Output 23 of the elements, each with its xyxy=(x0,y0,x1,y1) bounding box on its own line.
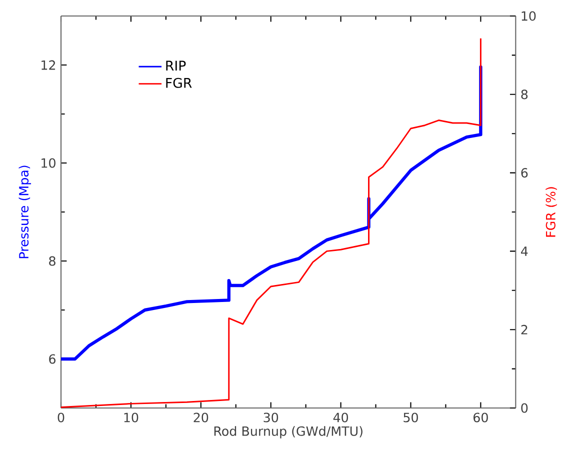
y-axis-title: Pressure (Mpa) xyxy=(18,166,32,258)
y2-tick-label: 2 xyxy=(521,324,528,334)
line-series xyxy=(61,38,482,408)
x-tick-label: 30 xyxy=(264,412,278,422)
y2-tick-label: 10 xyxy=(522,11,536,21)
x-tick-label: 0 xyxy=(58,412,64,422)
y2-tick-label: 4 xyxy=(521,246,528,256)
y-tick-label: 8 xyxy=(49,256,56,266)
x-tick-label: 20 xyxy=(194,412,208,422)
x-axis-title: Rod Burnup (GWd/MTU) xyxy=(214,426,362,438)
y2-tick-label: 0 xyxy=(521,403,528,413)
y2-tick-label: 6 xyxy=(521,168,528,178)
legend-label: FGR xyxy=(166,78,192,88)
x-tick-label: 60 xyxy=(474,412,488,422)
y-tick-label: 6 xyxy=(49,354,56,364)
y2-tick-label: 8 xyxy=(521,90,528,100)
y2-axis-title: FGR (%) xyxy=(546,187,557,237)
y-tick-label: 10 xyxy=(42,158,56,168)
legend-label: RIP xyxy=(166,60,186,71)
x-tick-label: 10 xyxy=(124,412,138,422)
x-tick-label: 40 xyxy=(333,412,348,422)
y-tick-label: 12 xyxy=(42,60,56,70)
x-tick-label: 50 xyxy=(404,412,418,422)
